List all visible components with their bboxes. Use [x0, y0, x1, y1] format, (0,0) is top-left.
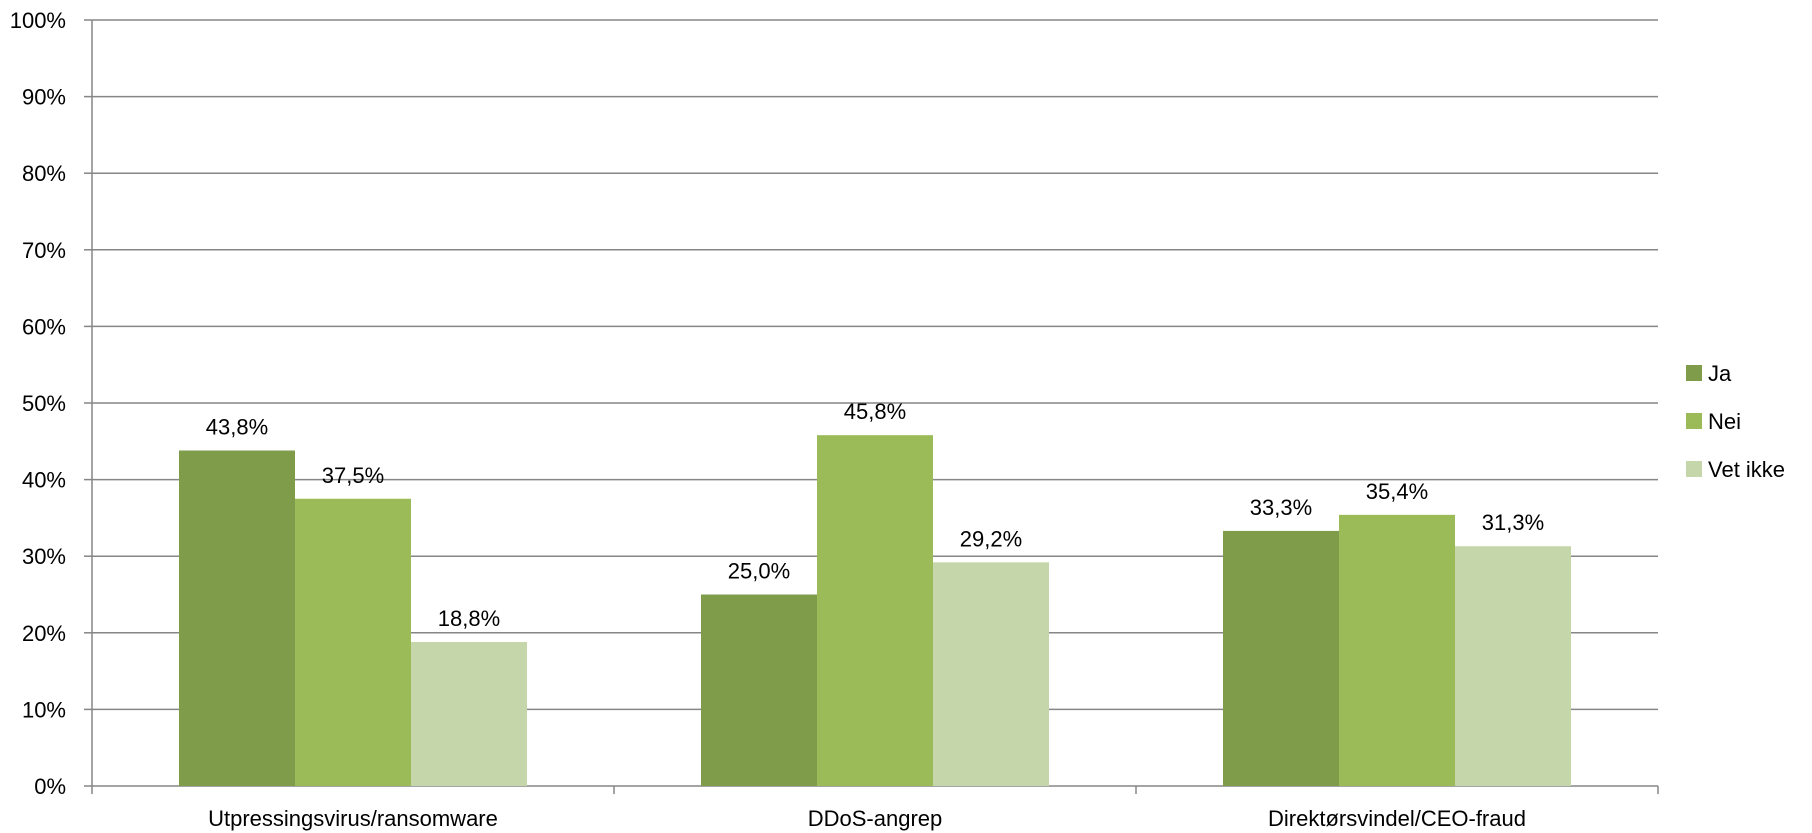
x-axis-category-labels: Utpressingsvirus/ransomware DDoS-angrep Di… [208, 806, 1526, 831]
data-label: 45,8% [844, 399, 906, 424]
y-tick-label: 70% [22, 238, 66, 263]
bar-vet-ikke-2 [1455, 546, 1571, 786]
legend-label: Nei [1708, 409, 1741, 434]
legend-swatch [1686, 413, 1702, 429]
y-axis-tick-labels: 0% 10% 20% 30% 40% 50% 60% 70% 80% 90% 100% [10, 8, 66, 799]
bar-nei-1 [817, 435, 933, 786]
bar-nei-0 [295, 498, 411, 786]
bar-ja-0 [179, 450, 295, 786]
data-label: 33,3% [1250, 495, 1312, 520]
category-label: Utpressingsvirus/ransomware [208, 806, 498, 831]
y-tick-label: 0% [34, 774, 66, 799]
y-tick-label: 100% [10, 8, 66, 33]
y-tick-label: 90% [22, 85, 66, 110]
data-label: 43,8% [206, 414, 268, 439]
category-label: DDoS-angrep [808, 806, 943, 831]
data-label: 35,4% [1366, 479, 1428, 504]
y-tick-label: 60% [22, 314, 66, 339]
legend-label: Vet ikke [1708, 457, 1785, 482]
bar-vet-ikke-1 [933, 562, 1049, 786]
y-tick-label: 80% [22, 161, 66, 186]
data-label: 37,5% [322, 463, 384, 488]
data-label: 18,8% [438, 606, 500, 631]
legend-swatch [1686, 461, 1702, 477]
y-tick-label: 20% [22, 621, 66, 646]
data-labels: 43,8% 37,5% 18,8% 25,0% 45,8% 29,2% 33,3% 35,4%… [206, 399, 1544, 631]
bars [179, 435, 1571, 786]
y-tick-label: 30% [22, 544, 66, 569]
bar-ja-1 [701, 594, 817, 786]
data-label: 31,3% [1482, 510, 1544, 535]
data-label: 29,2% [960, 526, 1022, 551]
legend: Ja Nei Vet ikke [1686, 361, 1785, 482]
legend-swatch [1686, 365, 1702, 381]
y-tick-label: 10% [22, 697, 66, 722]
bar-nei-2 [1339, 514, 1455, 786]
bar-vet-ikke-0 [411, 641, 527, 786]
legend-label: Ja [1708, 361, 1732, 386]
y-tick-label: 50% [22, 391, 66, 416]
bar-ja-2 [1223, 530, 1339, 786]
y-tick-label: 40% [22, 468, 66, 493]
data-label: 25,0% [728, 559, 790, 584]
category-label: Direktørsvindel/CEO-fraud [1268, 806, 1526, 831]
